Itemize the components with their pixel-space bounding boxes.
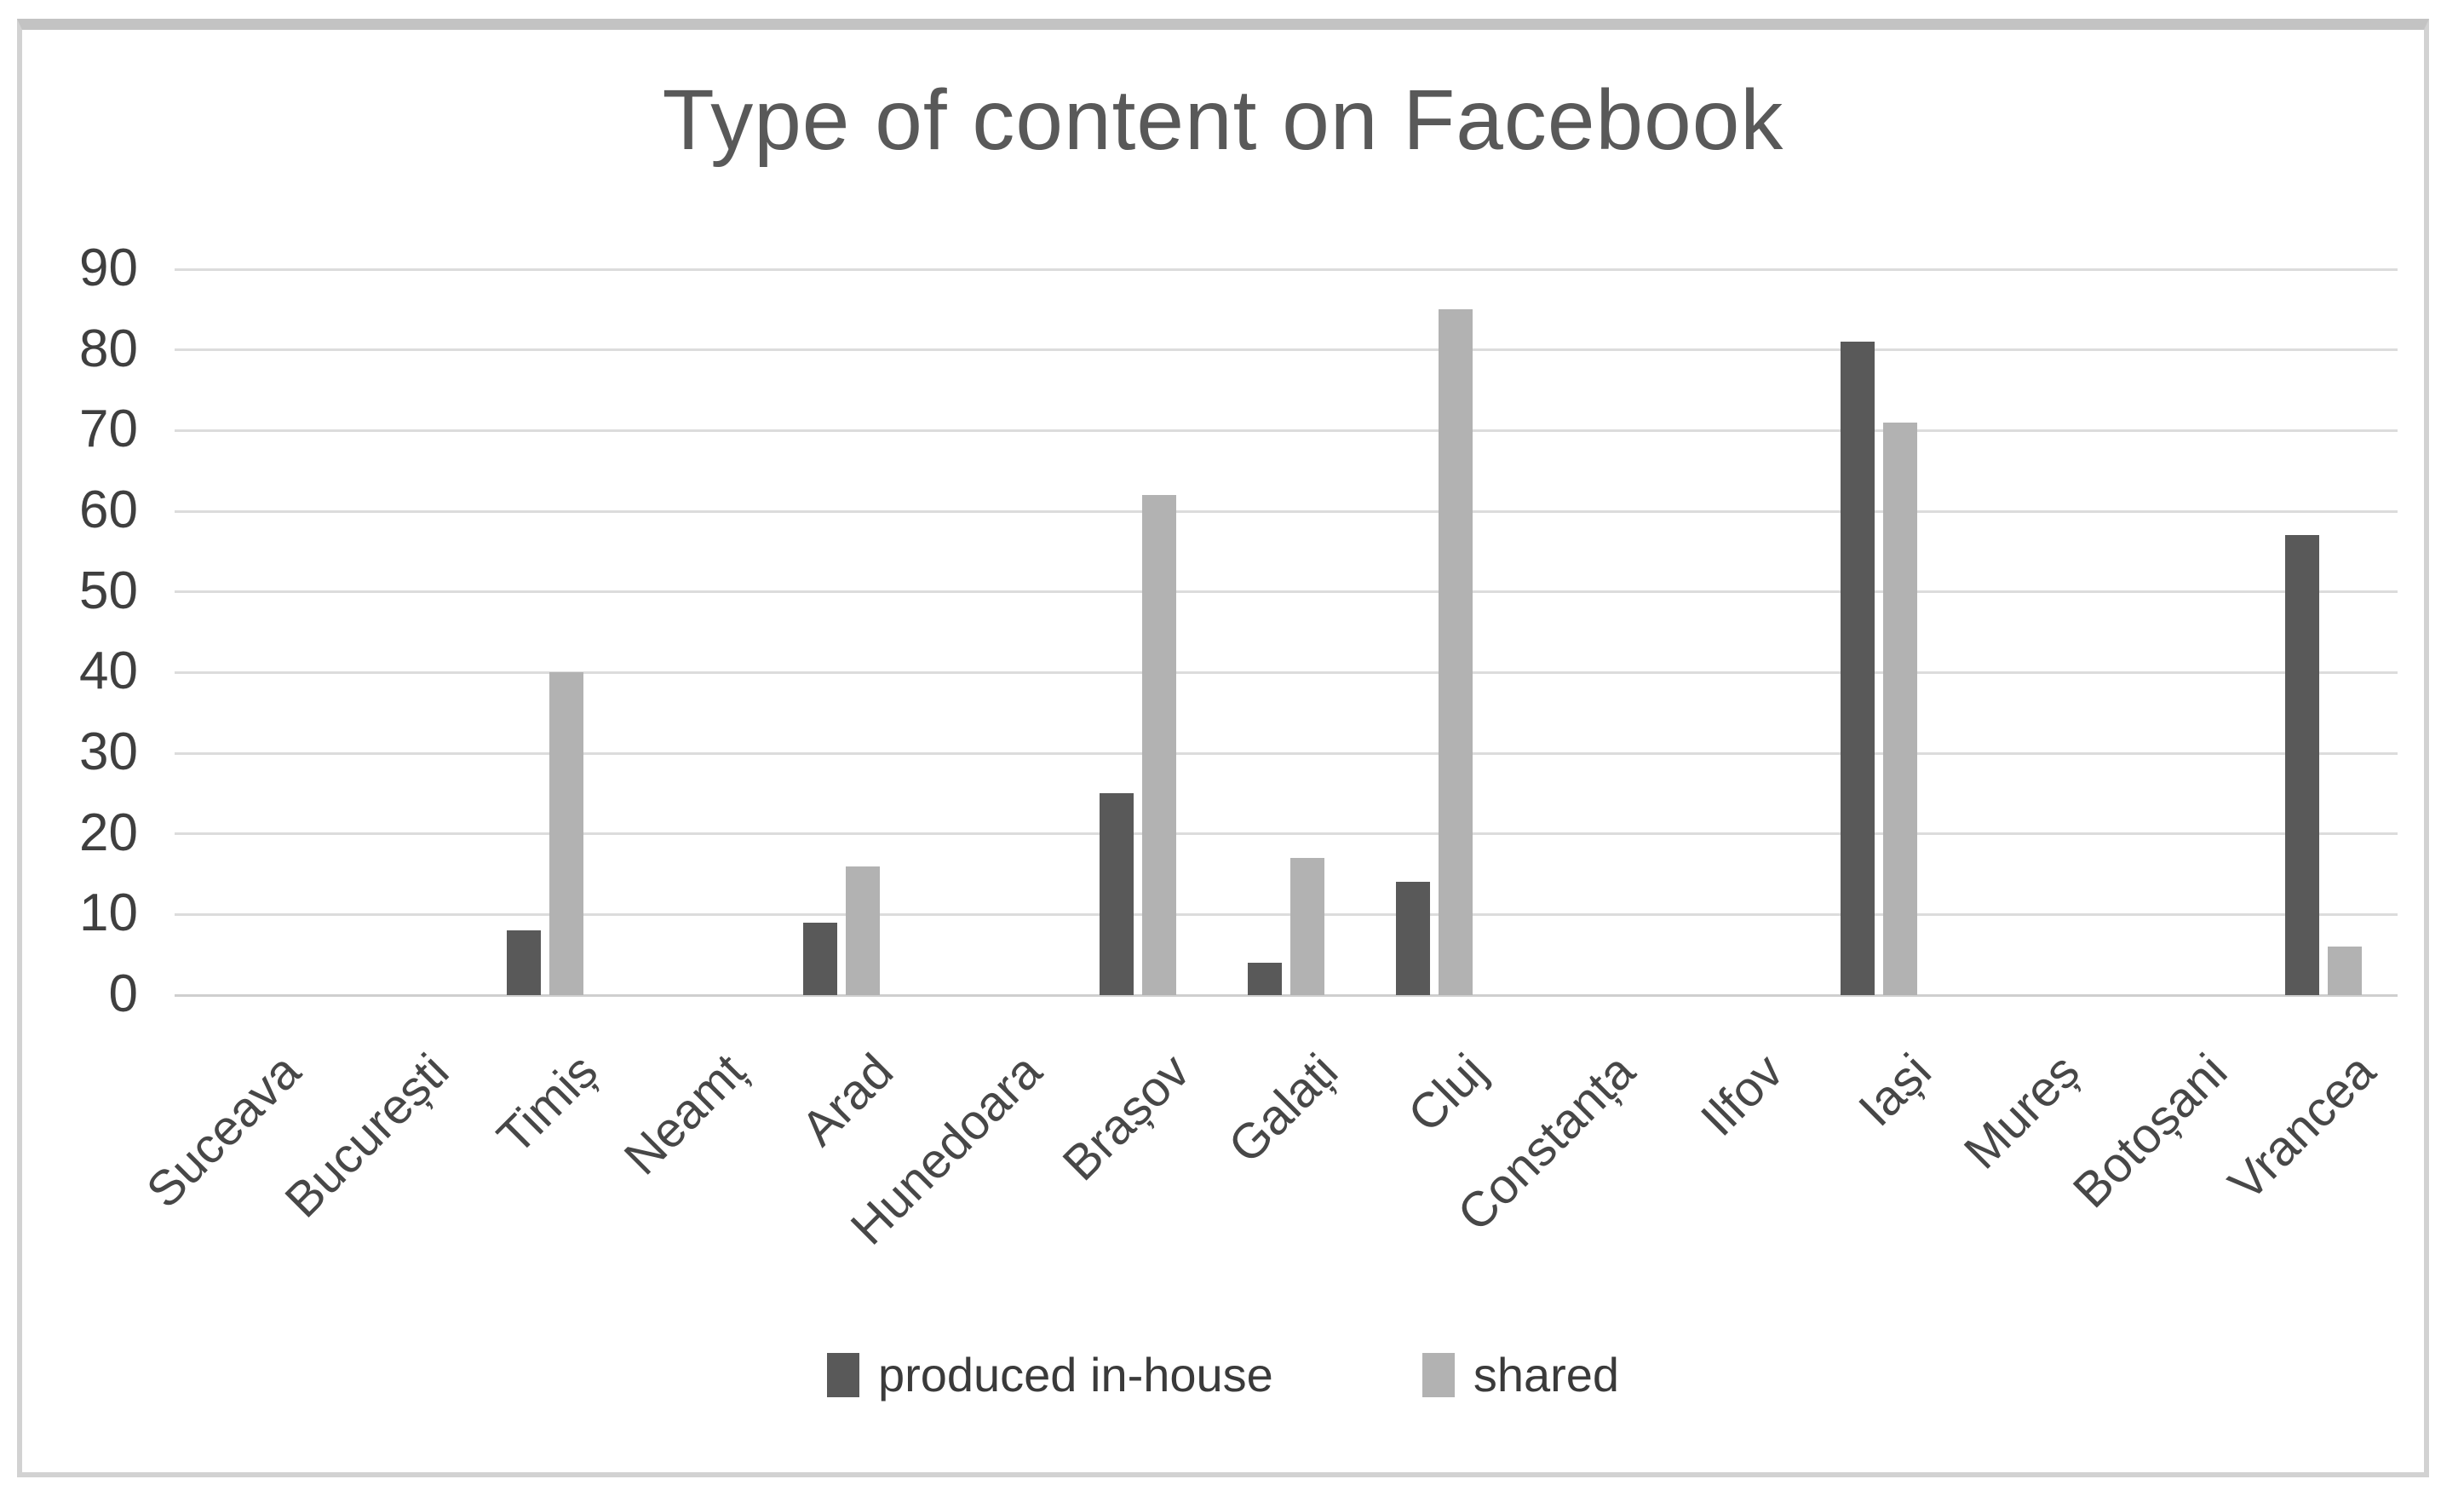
y-tick-label: 90 xyxy=(79,239,138,297)
bar-produced-in-house-arad xyxy=(803,922,837,995)
x-tick-label-vrancea: Vrancea xyxy=(2218,1043,2386,1212)
y-tick-label: 20 xyxy=(79,803,138,862)
bar-produced-in-house-iasi xyxy=(1841,342,1875,995)
gridline-y0 xyxy=(175,993,2398,997)
y-tick-label: 40 xyxy=(79,642,138,701)
bar-produced-in-house-cluj xyxy=(1396,882,1430,995)
bar-shared-galati xyxy=(1290,858,1324,995)
bar-shared-timis xyxy=(549,672,583,995)
x-tick-label-galati: Galați xyxy=(1218,1043,1349,1174)
chart-frame: Type of content on Facebook 90 80 70 60 50 40… xyxy=(17,19,2429,1477)
bar-produced-in-house-vrancea xyxy=(2285,535,2319,995)
gridline-y20 xyxy=(175,832,2398,836)
x-tick-label-iasi: Iași xyxy=(1847,1043,1942,1137)
y-tick-label: 80 xyxy=(79,319,138,378)
y-tick-label: 60 xyxy=(79,481,138,539)
legend-label: produced in-house xyxy=(877,1348,1273,1402)
bar-shared-brasov xyxy=(1142,495,1176,995)
bar-produced-in-house-galati xyxy=(1248,963,1282,995)
y-tick-label: 10 xyxy=(79,884,138,943)
bar-shared-iasi xyxy=(1883,422,1917,995)
x-tick-label-brasov: Brașov xyxy=(1052,1043,1201,1192)
bar-shared-arad xyxy=(846,866,880,995)
x-tick-label-ilfov: Ilfov xyxy=(1690,1043,1794,1147)
gridline-y60 xyxy=(175,509,2398,513)
y-tick-label: 70 xyxy=(79,400,138,459)
x-tick-label-cluj: Cluj xyxy=(1397,1043,1497,1143)
x-tick-label-mures: Mureș xyxy=(1953,1043,2090,1180)
gridline-y80 xyxy=(175,348,2398,352)
bar-shared-vrancea xyxy=(2328,947,2362,995)
x-tick-label-arad: Arad xyxy=(790,1043,905,1157)
y-tick-label: 0 xyxy=(108,964,138,1023)
gridline-y70 xyxy=(175,429,2398,432)
chart-title: Type of content on Facebook xyxy=(662,72,1784,168)
x-tick-label-neamt: Neamț xyxy=(613,1043,756,1186)
gridline-y50 xyxy=(175,590,2398,594)
bar-produced-in-house-brasov xyxy=(1100,793,1134,995)
x-tick-label-bucuresti: București xyxy=(274,1043,460,1229)
legend-label: shared xyxy=(1473,1348,1620,1402)
legend: produced in-house shared xyxy=(22,1349,2424,1402)
gridline-y90 xyxy=(175,268,2398,271)
legend-item-shared: shared xyxy=(1422,1349,1619,1402)
legend-item-produced-in-house: produced in-house xyxy=(826,1348,1273,1402)
gridline-y30 xyxy=(175,751,2398,755)
plot-area xyxy=(175,268,2398,997)
legend-swatch-shared xyxy=(1422,1353,1455,1397)
bar-shared-cluj xyxy=(1439,309,1473,995)
y-tick-label: 50 xyxy=(79,561,138,620)
y-tick-label: 30 xyxy=(79,722,138,781)
x-tick-label-botosani: Botoșani xyxy=(2062,1043,2238,1219)
x-tick-label-timis: Timiș xyxy=(486,1043,608,1165)
gridline-y10 xyxy=(175,912,2398,916)
legend-swatch-produced-in-house xyxy=(826,1353,859,1397)
gridline-y40 xyxy=(175,671,2398,674)
bar-produced-in-house-timis xyxy=(507,930,541,995)
